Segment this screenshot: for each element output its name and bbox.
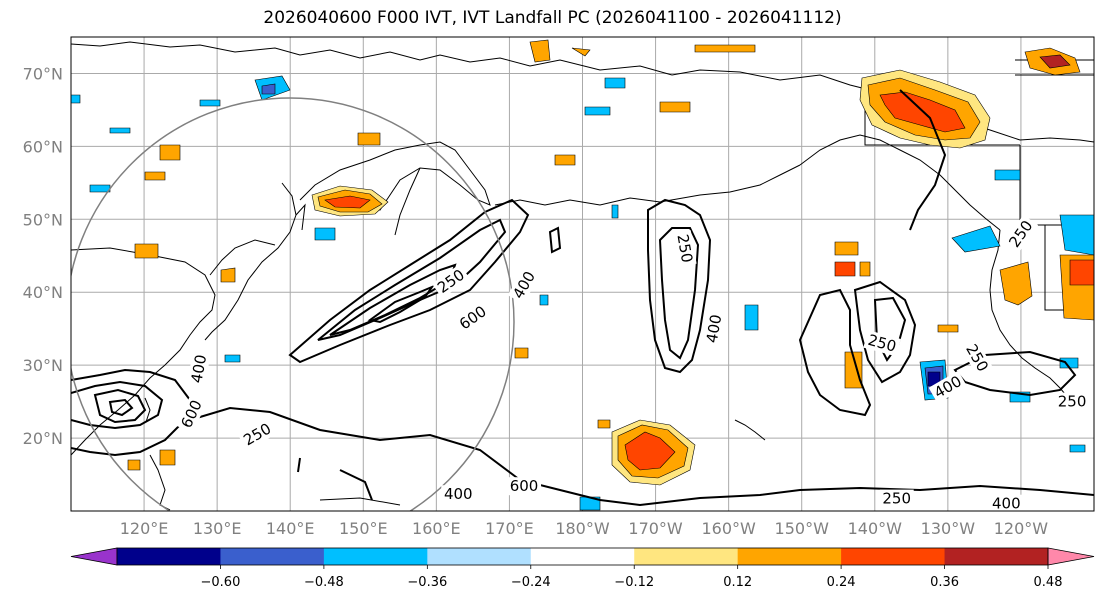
colorbar-tick-label: −0.36 xyxy=(407,575,447,590)
contour-label: 250 xyxy=(1058,393,1087,411)
latitude-axis: 70°N 60°N 50°N 40°N 30°N 20°N xyxy=(23,64,63,448)
colorbar: −0.60 −0.48 −0.36 −0.24 −0.12 0.12 0.24 0.36 0.4… xyxy=(70,547,1095,590)
lon-tick-label: 130°W xyxy=(921,519,976,538)
contour-label-bg xyxy=(507,477,542,496)
colorbar-segment xyxy=(737,548,842,565)
colorbar-segment xyxy=(944,548,1049,565)
contour-label-bg xyxy=(702,310,726,347)
colorbar-tick-label: −0.48 xyxy=(304,575,344,590)
contour-label-bg xyxy=(507,265,541,305)
contour-label: 250 xyxy=(673,233,696,264)
contour-label-bg xyxy=(672,230,697,267)
lon-tick-label: 150°E xyxy=(339,519,388,538)
lon-tick-label: 170°W xyxy=(628,519,683,538)
lat-tick-label: 30°N xyxy=(23,356,63,375)
contour-label-bg xyxy=(176,394,207,434)
contour-label: 600 xyxy=(510,477,539,495)
contour-label-bg xyxy=(960,338,994,378)
contour-label: 400 xyxy=(188,353,211,384)
contour-label-bg xyxy=(1003,214,1039,253)
colorbar-tick-label: 0.48 xyxy=(1034,575,1063,590)
colorbar-segment xyxy=(117,548,221,565)
lon-tick-label: 160°E xyxy=(412,519,461,538)
contour-label: 250 xyxy=(882,490,911,508)
contour-label-bg xyxy=(863,330,901,357)
contour-label: 400 xyxy=(703,313,726,344)
colorbar-extend-min xyxy=(70,547,118,566)
colorbar-tick-label: 0.12 xyxy=(723,575,752,590)
lon-tick-label: 150°W xyxy=(775,519,830,538)
contour-label-bg xyxy=(453,300,492,335)
lat-tick-label: 40°N xyxy=(23,283,63,302)
contour-label-bg xyxy=(989,494,1024,511)
map-title: 2026040600 F000 IVT, IVT Landfall PC (20… xyxy=(263,8,842,28)
colorbar-tick-label: −0.60 xyxy=(201,575,241,590)
colorbar-segment xyxy=(530,548,635,565)
contour-label-bg xyxy=(431,264,471,299)
colorbar-tick-label: 0.24 xyxy=(827,575,856,590)
lon-tick-label: 140°W xyxy=(848,519,903,538)
lon-tick-label: 160°W xyxy=(701,519,756,538)
lat-tick-label: 70°N xyxy=(23,64,63,83)
lon-tick-label: 170°E xyxy=(485,519,534,538)
contour-label-bg xyxy=(238,418,277,451)
lon-tick-label: 180°W xyxy=(555,519,610,538)
map-frame xyxy=(70,36,1095,512)
colorbar-tick-label: −0.12 xyxy=(614,575,654,590)
lon-tick-label: 130°E xyxy=(193,519,242,538)
contour-label-bg xyxy=(928,370,968,404)
contour-label: 400 xyxy=(992,495,1021,513)
lat-tick-label: 50°N xyxy=(23,210,63,229)
colorbar-frame xyxy=(116,547,1049,566)
colorbar-extend-max xyxy=(1047,547,1095,566)
colorbar-segment xyxy=(323,548,428,565)
contour-label-bg xyxy=(1055,392,1090,411)
lon-tick-label: 120°E xyxy=(120,519,169,538)
longitude-axis: 120°E 130°E 140°E 150°E 160°E 170°E 180°W 170°W… xyxy=(120,519,1049,538)
lat-tick-label: 20°N xyxy=(23,429,63,448)
contour-label-bg xyxy=(879,489,914,508)
contour-label-bg xyxy=(187,350,211,388)
lon-tick-label: 140°E xyxy=(266,519,315,538)
colorbar-tick-label: 0.36 xyxy=(930,575,959,590)
colorbar-segment xyxy=(427,548,532,565)
colorbar-segment xyxy=(841,548,946,565)
landfall-region-circle xyxy=(71,97,515,511)
contour-label: 400 xyxy=(444,485,473,503)
lat-tick-label: 60°N xyxy=(23,137,63,156)
colorbar-segment xyxy=(220,548,325,565)
contour-label-bg xyxy=(441,485,476,504)
ivt-contours xyxy=(71,89,1094,507)
colorbar-tick-label: −0.24 xyxy=(511,575,551,590)
colorbar-segment xyxy=(634,548,739,565)
lon-tick-label: 120°W xyxy=(994,519,1049,538)
